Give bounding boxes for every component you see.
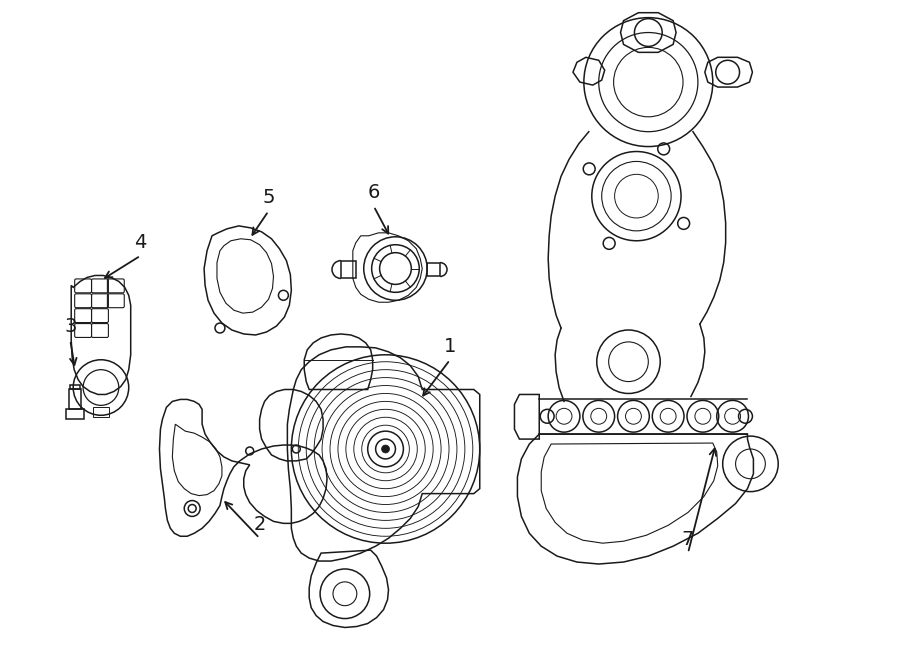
Text: 2: 2 [254, 516, 266, 534]
Text: 3: 3 [64, 317, 76, 336]
Circle shape [382, 445, 390, 453]
Text: 5: 5 [262, 188, 274, 207]
Text: 6: 6 [367, 183, 380, 202]
Text: 4: 4 [134, 233, 147, 252]
Text: 7: 7 [682, 530, 694, 549]
Text: 1: 1 [444, 337, 456, 356]
